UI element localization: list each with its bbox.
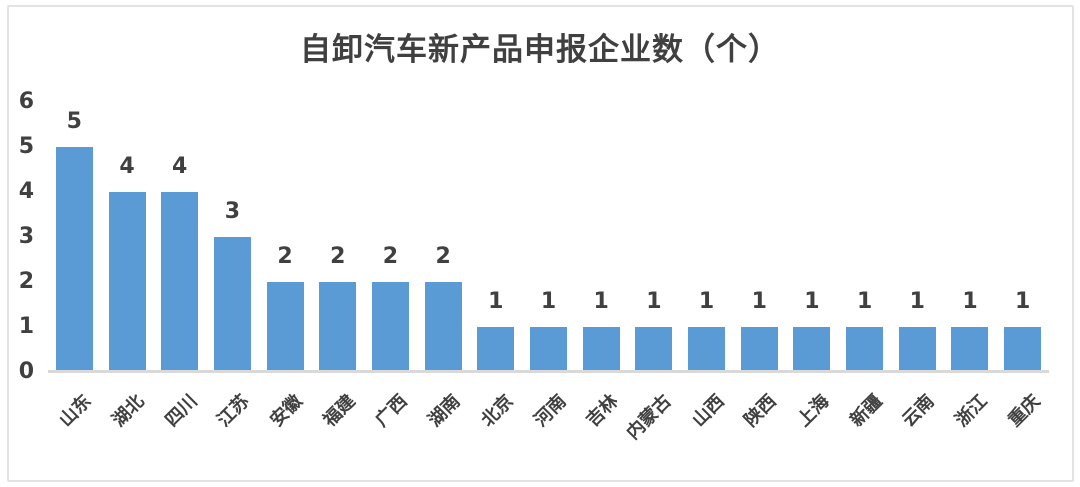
bar-安徽: [266, 282, 304, 372]
bar-云南: [898, 327, 936, 372]
y-tick-label: 6: [18, 89, 34, 114]
bar-value-label: 1: [593, 289, 609, 314]
bar-陕西: [740, 327, 778, 372]
bar-value-label: 1: [698, 289, 715, 314]
bar-value-label: 2: [277, 244, 293, 269]
bar-value-label: 1: [488, 289, 504, 314]
y-tick-label: 5: [18, 134, 34, 159]
bar-value-label: 1: [1015, 289, 1031, 314]
bar-value-label: 2: [330, 244, 346, 269]
bar-四川: [161, 192, 199, 372]
bar-value-label: 1: [962, 289, 978, 314]
bar-山东: [55, 147, 93, 372]
bar-湖北: [108, 192, 146, 372]
x-axis-line: [48, 370, 1049, 373]
bar-value-label: 3: [224, 199, 241, 224]
chart-title: 自卸汽车新产品申报企业数（个）: [300, 32, 780, 68]
y-tick-label: 3: [18, 224, 34, 249]
bar-吉林: [582, 327, 620, 372]
bar-河南: [530, 327, 567, 372]
bar-福建: [319, 282, 357, 372]
bar-value-label: 1: [751, 289, 767, 314]
bar-山西: [688, 327, 726, 372]
y-tick-label: 1: [18, 314, 34, 339]
y-tick-label: 4: [18, 179, 34, 204]
y-tick-label: 0: [18, 359, 34, 384]
bar-内蒙古: [635, 327, 673, 372]
bar-湖南: [424, 282, 462, 372]
y-tick-label: 2: [18, 269, 34, 294]
bar-value-label: 1: [856, 289, 873, 314]
bar-浙江: [951, 327, 989, 372]
bar-北京: [477, 327, 515, 372]
bar-value-label: 5: [66, 109, 82, 134]
bar-江苏: [213, 237, 251, 372]
bar-重庆: [1004, 327, 1042, 372]
bar-value-label: 1: [646, 289, 662, 314]
bar-广西: [371, 282, 409, 372]
bar-value-label: 4: [119, 154, 135, 179]
bar-上海: [793, 327, 831, 372]
bar-新疆: [846, 327, 884, 372]
bar-value-label: 2: [435, 244, 451, 269]
bar-value-label: 4: [172, 154, 188, 179]
bar-value-label: 1: [804, 289, 820, 314]
bar-value-label: 2: [382, 244, 399, 269]
bar-value-label: 1: [909, 289, 925, 314]
bar-value-label: 1: [540, 289, 557, 314]
